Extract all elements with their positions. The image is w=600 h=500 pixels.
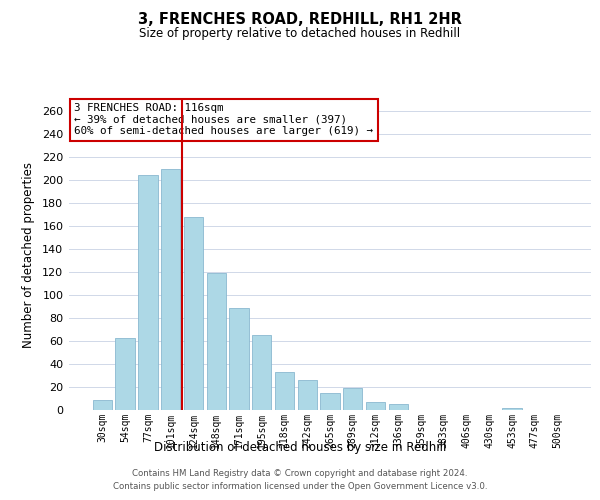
Y-axis label: Number of detached properties: Number of detached properties bbox=[22, 162, 35, 348]
Bar bbox=[389, 404, 408, 410]
Bar bbox=[298, 380, 317, 410]
Text: Distribution of detached houses by size in Redhill: Distribution of detached houses by size … bbox=[154, 441, 446, 454]
Bar bbox=[366, 402, 385, 410]
Text: Size of property relative to detached houses in Redhill: Size of property relative to detached ho… bbox=[139, 28, 461, 40]
Text: Contains public sector information licensed under the Open Government Licence v3: Contains public sector information licen… bbox=[113, 482, 487, 491]
Text: 3, FRENCHES ROAD, REDHILL, RH1 2HR: 3, FRENCHES ROAD, REDHILL, RH1 2HR bbox=[138, 12, 462, 28]
Bar bbox=[161, 169, 181, 410]
Bar bbox=[320, 393, 340, 410]
Bar bbox=[229, 308, 248, 410]
Bar bbox=[343, 388, 362, 410]
Bar bbox=[115, 338, 135, 410]
Bar bbox=[138, 174, 158, 410]
Bar bbox=[93, 400, 112, 410]
Text: Contains HM Land Registry data © Crown copyright and database right 2024.: Contains HM Land Registry data © Crown c… bbox=[132, 468, 468, 477]
Bar bbox=[184, 217, 203, 410]
Bar bbox=[206, 274, 226, 410]
Bar bbox=[252, 336, 271, 410]
Text: 3 FRENCHES ROAD: 116sqm
← 39% of detached houses are smaller (397)
60% of semi-d: 3 FRENCHES ROAD: 116sqm ← 39% of detache… bbox=[74, 103, 373, 136]
Bar bbox=[275, 372, 294, 410]
Bar bbox=[502, 408, 522, 410]
